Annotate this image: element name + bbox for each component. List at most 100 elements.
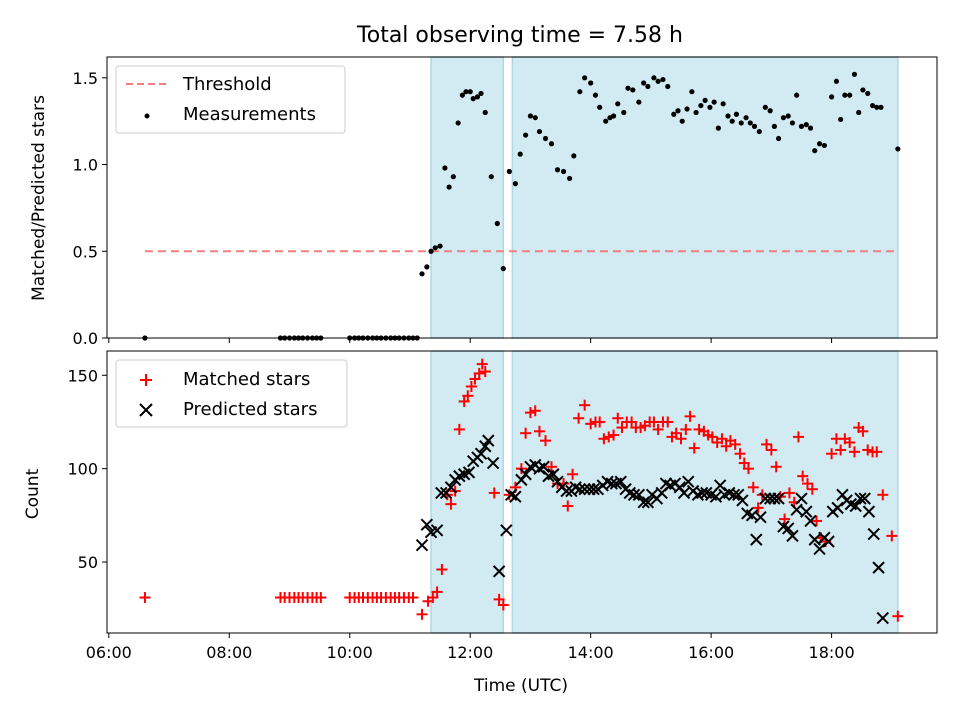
matched-star-point [747, 481, 759, 493]
predicted-star-point [627, 488, 641, 502]
matched-star-point [738, 457, 750, 469]
x-tick-label: 10:00 [327, 643, 373, 662]
matched-star-point [770, 461, 782, 473]
ratio-observing-window-1 [430, 56, 505, 339]
measurement-point [571, 153, 577, 159]
measurement-point [500, 266, 506, 272]
matched-star-point [579, 399, 591, 411]
threshold-legend-label: Threshold [182, 74, 272, 95]
predicted-star-point [560, 484, 573, 498]
predicted-star-point [786, 529, 799, 543]
measurement-point [424, 264, 430, 270]
matched-star-point [862, 444, 874, 456]
predicted-legend-label: Predicted stars [183, 399, 317, 420]
measurements-legend-swatch [144, 113, 150, 119]
predicted-star-point [519, 468, 532, 481]
measurement-point [874, 104, 880, 110]
matched-star-point [734, 448, 746, 460]
matched-star-point [892, 610, 904, 622]
measurement-point [517, 151, 523, 157]
predicted-star-point [444, 481, 458, 494]
measurement-point [856, 109, 862, 116]
predicted-star-point [736, 494, 749, 507]
measurement-point [455, 120, 461, 126]
matched-star-point [488, 487, 500, 499]
matched-star-point [802, 478, 814, 490]
measurement-point [437, 243, 443, 249]
measurement-point [762, 104, 768, 110]
predicted-star-point [854, 492, 867, 505]
measurement-point [767, 108, 773, 114]
matched-star-point [675, 433, 687, 445]
measurement-point [588, 80, 594, 86]
ratio-panel: 0.0 0.5 1.0 1.5 Matched/Predicted stars Thr… [29, 56, 938, 348]
matched-star-point [573, 412, 585, 424]
matched-star-point [616, 422, 628, 434]
predicted-star-point [482, 434, 495, 447]
predicted-star-point [509, 490, 522, 503]
matched-star-point [680, 423, 692, 435]
matched-star-point [720, 440, 732, 452]
measurement-point [610, 113, 617, 119]
measurement-point [536, 128, 543, 135]
ratio-y-tick-label: 0.0 [73, 329, 98, 348]
predicted-star-point [790, 503, 803, 516]
predicted-star-point [772, 492, 785, 505]
matched-star-point [139, 592, 151, 604]
ratio-axes-frame [106, 56, 938, 339]
predicted-star-point [420, 518, 434, 531]
measurement-point [756, 128, 762, 135]
measurement-point [878, 104, 884, 110]
matched-star-point [520, 427, 532, 439]
matched-star-point [407, 592, 419, 604]
matched-star-point [469, 373, 481, 385]
measurement-point [679, 118, 685, 124]
count-y-tick-label: 50 [78, 553, 98, 572]
measurement-point [554, 167, 561, 173]
measurement-point [463, 89, 469, 95]
predicted-star-point [614, 475, 627, 488]
predicted-star-point [804, 514, 817, 528]
measurement-point [506, 168, 512, 175]
matched-star-point [603, 431, 615, 443]
measurement-point [474, 94, 481, 100]
predicted-star-point [858, 492, 871, 505]
measurement-point [698, 102, 704, 109]
predicted-star-point [768, 492, 781, 505]
predicted-star-point [831, 501, 844, 515]
matched-star-point [716, 433, 728, 445]
matched-star-point [493, 593, 505, 605]
predicted-star-point [682, 475, 695, 488]
measurement-point [660, 76, 666, 83]
matched-star-point [529, 405, 541, 417]
predicted-star-point [849, 499, 862, 513]
predicted-star-point [500, 524, 513, 537]
measurement-point [527, 113, 534, 119]
predicted-star-point [578, 482, 591, 496]
predicted-star-point [727, 488, 741, 502]
measurement-point [828, 94, 835, 100]
matched-legend-swatch [140, 374, 152, 386]
predicted-star-point [759, 492, 772, 505]
predicted-star-point [867, 527, 880, 541]
ratio-observing-window-2 [511, 56, 899, 339]
measurement-point [684, 106, 690, 112]
matched-star-point [670, 427, 682, 439]
measurement-point [488, 174, 494, 180]
matched-star-point [458, 395, 470, 407]
matched-star-point [524, 407, 536, 419]
x-tick-label: 06:00 [86, 643, 132, 662]
predicted-star-point [547, 468, 560, 481]
count-y-axis-label: Count [23, 468, 43, 519]
measurement-point [592, 92, 599, 98]
measurement-point [747, 120, 753, 126]
measurement-point [729, 118, 735, 124]
measurement-point [548, 141, 555, 147]
measurement-point [615, 101, 621, 107]
measurement-point [851, 71, 858, 77]
measurement-point [512, 181, 518, 187]
matched-star-point [765, 444, 777, 456]
measurement-point [725, 113, 731, 119]
matched-star-point [761, 438, 773, 450]
predicted-star-point [486, 456, 500, 470]
